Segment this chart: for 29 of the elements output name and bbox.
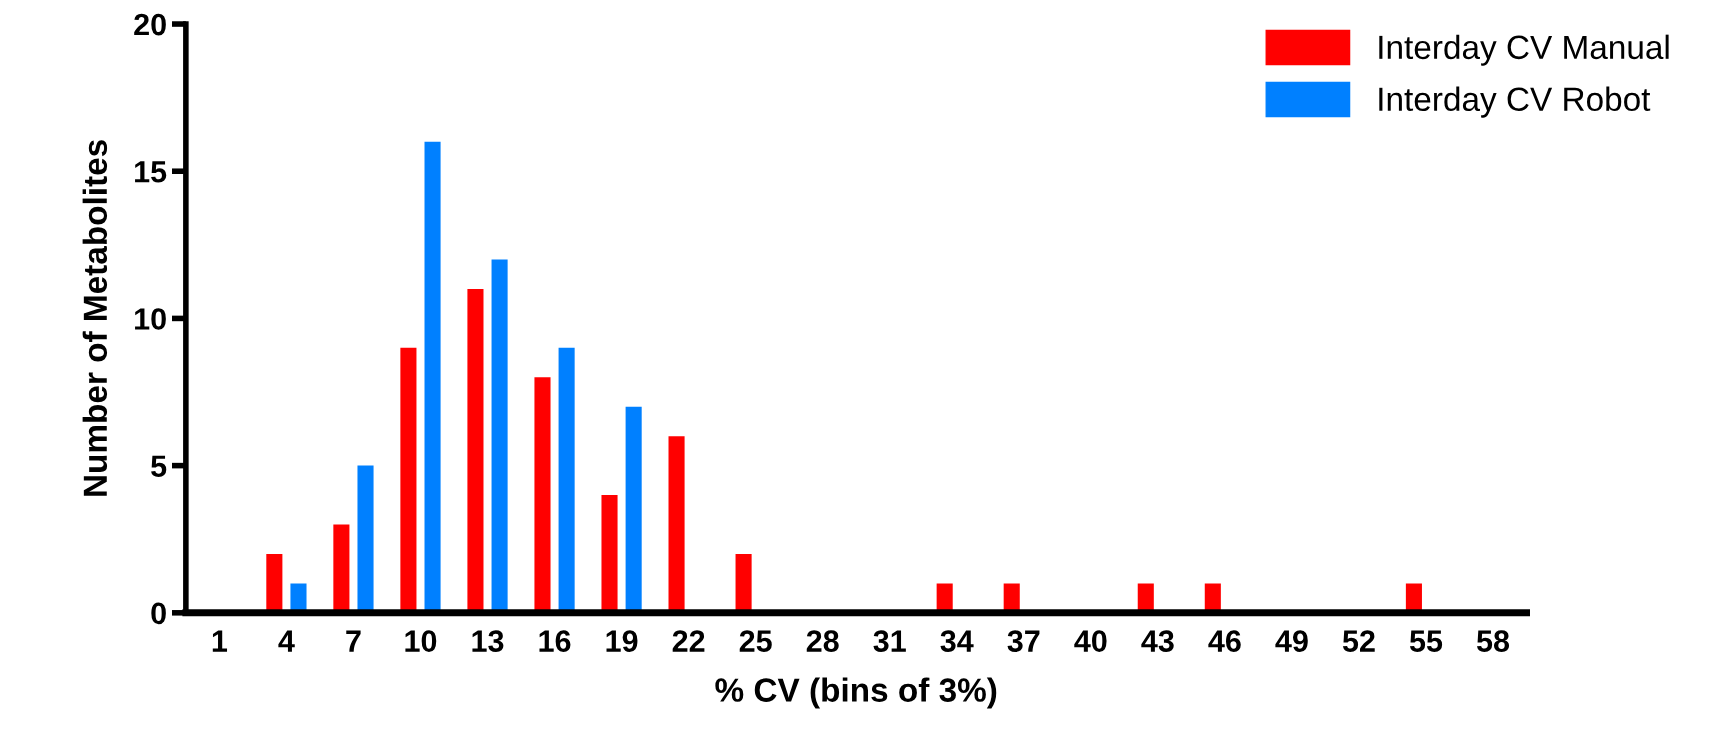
x-tick-label: 55 bbox=[1409, 630, 1443, 652]
y-tick-label: 15 bbox=[135, 161, 167, 183]
legend-label: Interday CV Robot bbox=[1379, 86, 1651, 118]
x-axis-title: % CV (bins of 3%) bbox=[715, 677, 997, 709]
x-tick-label: 34 bbox=[940, 630, 974, 652]
x-tick-label: 52 bbox=[1342, 630, 1375, 652]
x-tick-label: 31 bbox=[873, 630, 906, 652]
x-tick-label: 43 bbox=[1141, 630, 1174, 652]
x-tick-label: 1 bbox=[212, 630, 228, 652]
x-tick-label: 25 bbox=[739, 630, 772, 652]
x-tick-label: 28 bbox=[806, 630, 839, 652]
x-tick-label: 40 bbox=[1074, 630, 1107, 652]
y-tick-label: 10 bbox=[135, 308, 166, 330]
y-tick-label: 20 bbox=[134, 13, 166, 36]
x-tick-label: 16 bbox=[539, 630, 571, 652]
x-tick-label: 13 bbox=[472, 630, 504, 652]
y-axis-title: Number of Metabolites bbox=[82, 140, 108, 496]
x-tick-label: 49 bbox=[1275, 630, 1308, 652]
x-tick-label: 19 bbox=[606, 630, 638, 652]
x-tick-label: 58 bbox=[1476, 630, 1510, 652]
x-tick-label: 10 bbox=[405, 630, 437, 652]
y-tick-label: 5 bbox=[151, 455, 167, 477]
x-tick-label: 7 bbox=[346, 630, 361, 652]
x-tick-label: 46 bbox=[1208, 630, 1241, 652]
x-tick-label: 22 bbox=[672, 630, 705, 652]
x-tick-label: 37 bbox=[1007, 630, 1040, 652]
x-tick-label: 4 bbox=[278, 630, 295, 652]
legend-label: Interday CV Manual bbox=[1379, 34, 1669, 66]
y-tick-label: 0 bbox=[151, 602, 166, 625]
